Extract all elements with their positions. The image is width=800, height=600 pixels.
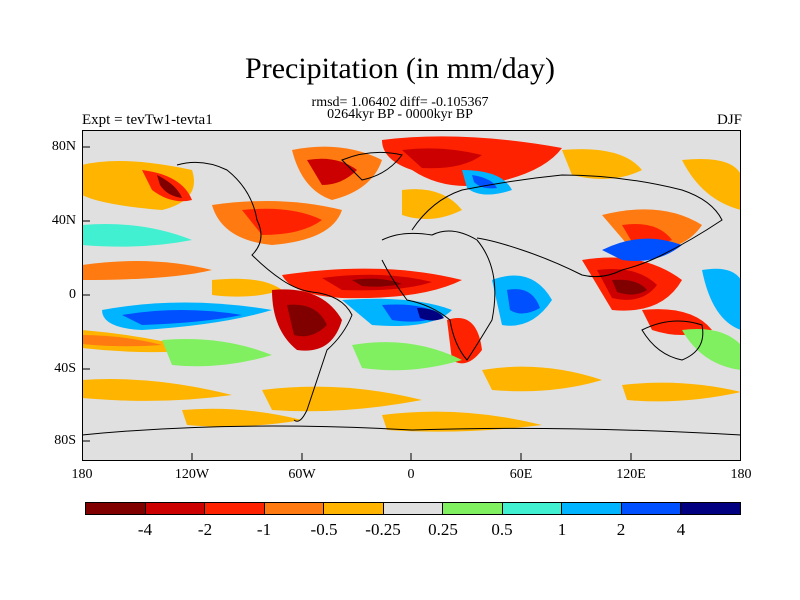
lon-label-120e: 120E [616,467,646,482]
colorbar-label: 1 [557,520,567,539]
colorbar-label: 0.25 [428,520,458,539]
colorbar-label: -0.5 [310,520,338,539]
map-title: Precipitation (in mm/day) [245,52,555,85]
lat-label-40n: 40N [51,213,76,228]
experiment-label: Expt = tevTw1-tevta1 [82,112,213,128]
colorbar-swatch [324,503,384,514]
colorbar-swatch [264,503,325,514]
colorbar-label: 0.5 [491,520,513,539]
lat-label-0: 0 [69,287,76,302]
colorbar-label: -0.25 [365,520,401,539]
lon-label-0: 0 [407,467,415,482]
lon-label-180e: 180 [730,467,752,482]
period-subtitle: 0264kyr BP - 0000kyr BP [327,107,473,122]
colorbar-swatch [145,503,206,514]
colorbar-swatch [86,503,146,514]
lat-label-80n: 80N [51,139,76,154]
colorbar-swatch [443,503,503,514]
lon-label-120w: 120W [174,467,210,482]
colorbar-swatch [383,503,444,514]
lon-label-60w: 60W [288,467,316,482]
colorbar-swatch [621,503,682,514]
colorbar-label: 2 [616,520,626,539]
season-label: DJF [716,112,742,128]
colorbar-swatch [205,503,265,514]
lon-label-60e: 60E [509,467,533,482]
colorbar-label: -1 [256,520,272,539]
stats-subtitle: rmsd= 1.06402 diff= -0.105367 [311,95,489,110]
precip-anomaly-field [82,136,741,432]
lat-label-80s: 80S [54,433,76,448]
colorbar-swatch [502,503,563,514]
colorbar-label: -4 [137,520,153,539]
lon-label-180w: 180 [71,467,93,482]
colorbar-label: -2 [197,520,213,539]
colorbar-swatch [562,503,622,514]
colorbar-label: 4 [676,520,686,539]
tick-marks [82,146,632,461]
lat-label-40s: 40S [54,361,76,376]
colorbar [85,502,741,515]
continent-outlines [82,151,741,436]
colorbar-swatch [681,503,741,514]
map-plot [82,130,741,461]
